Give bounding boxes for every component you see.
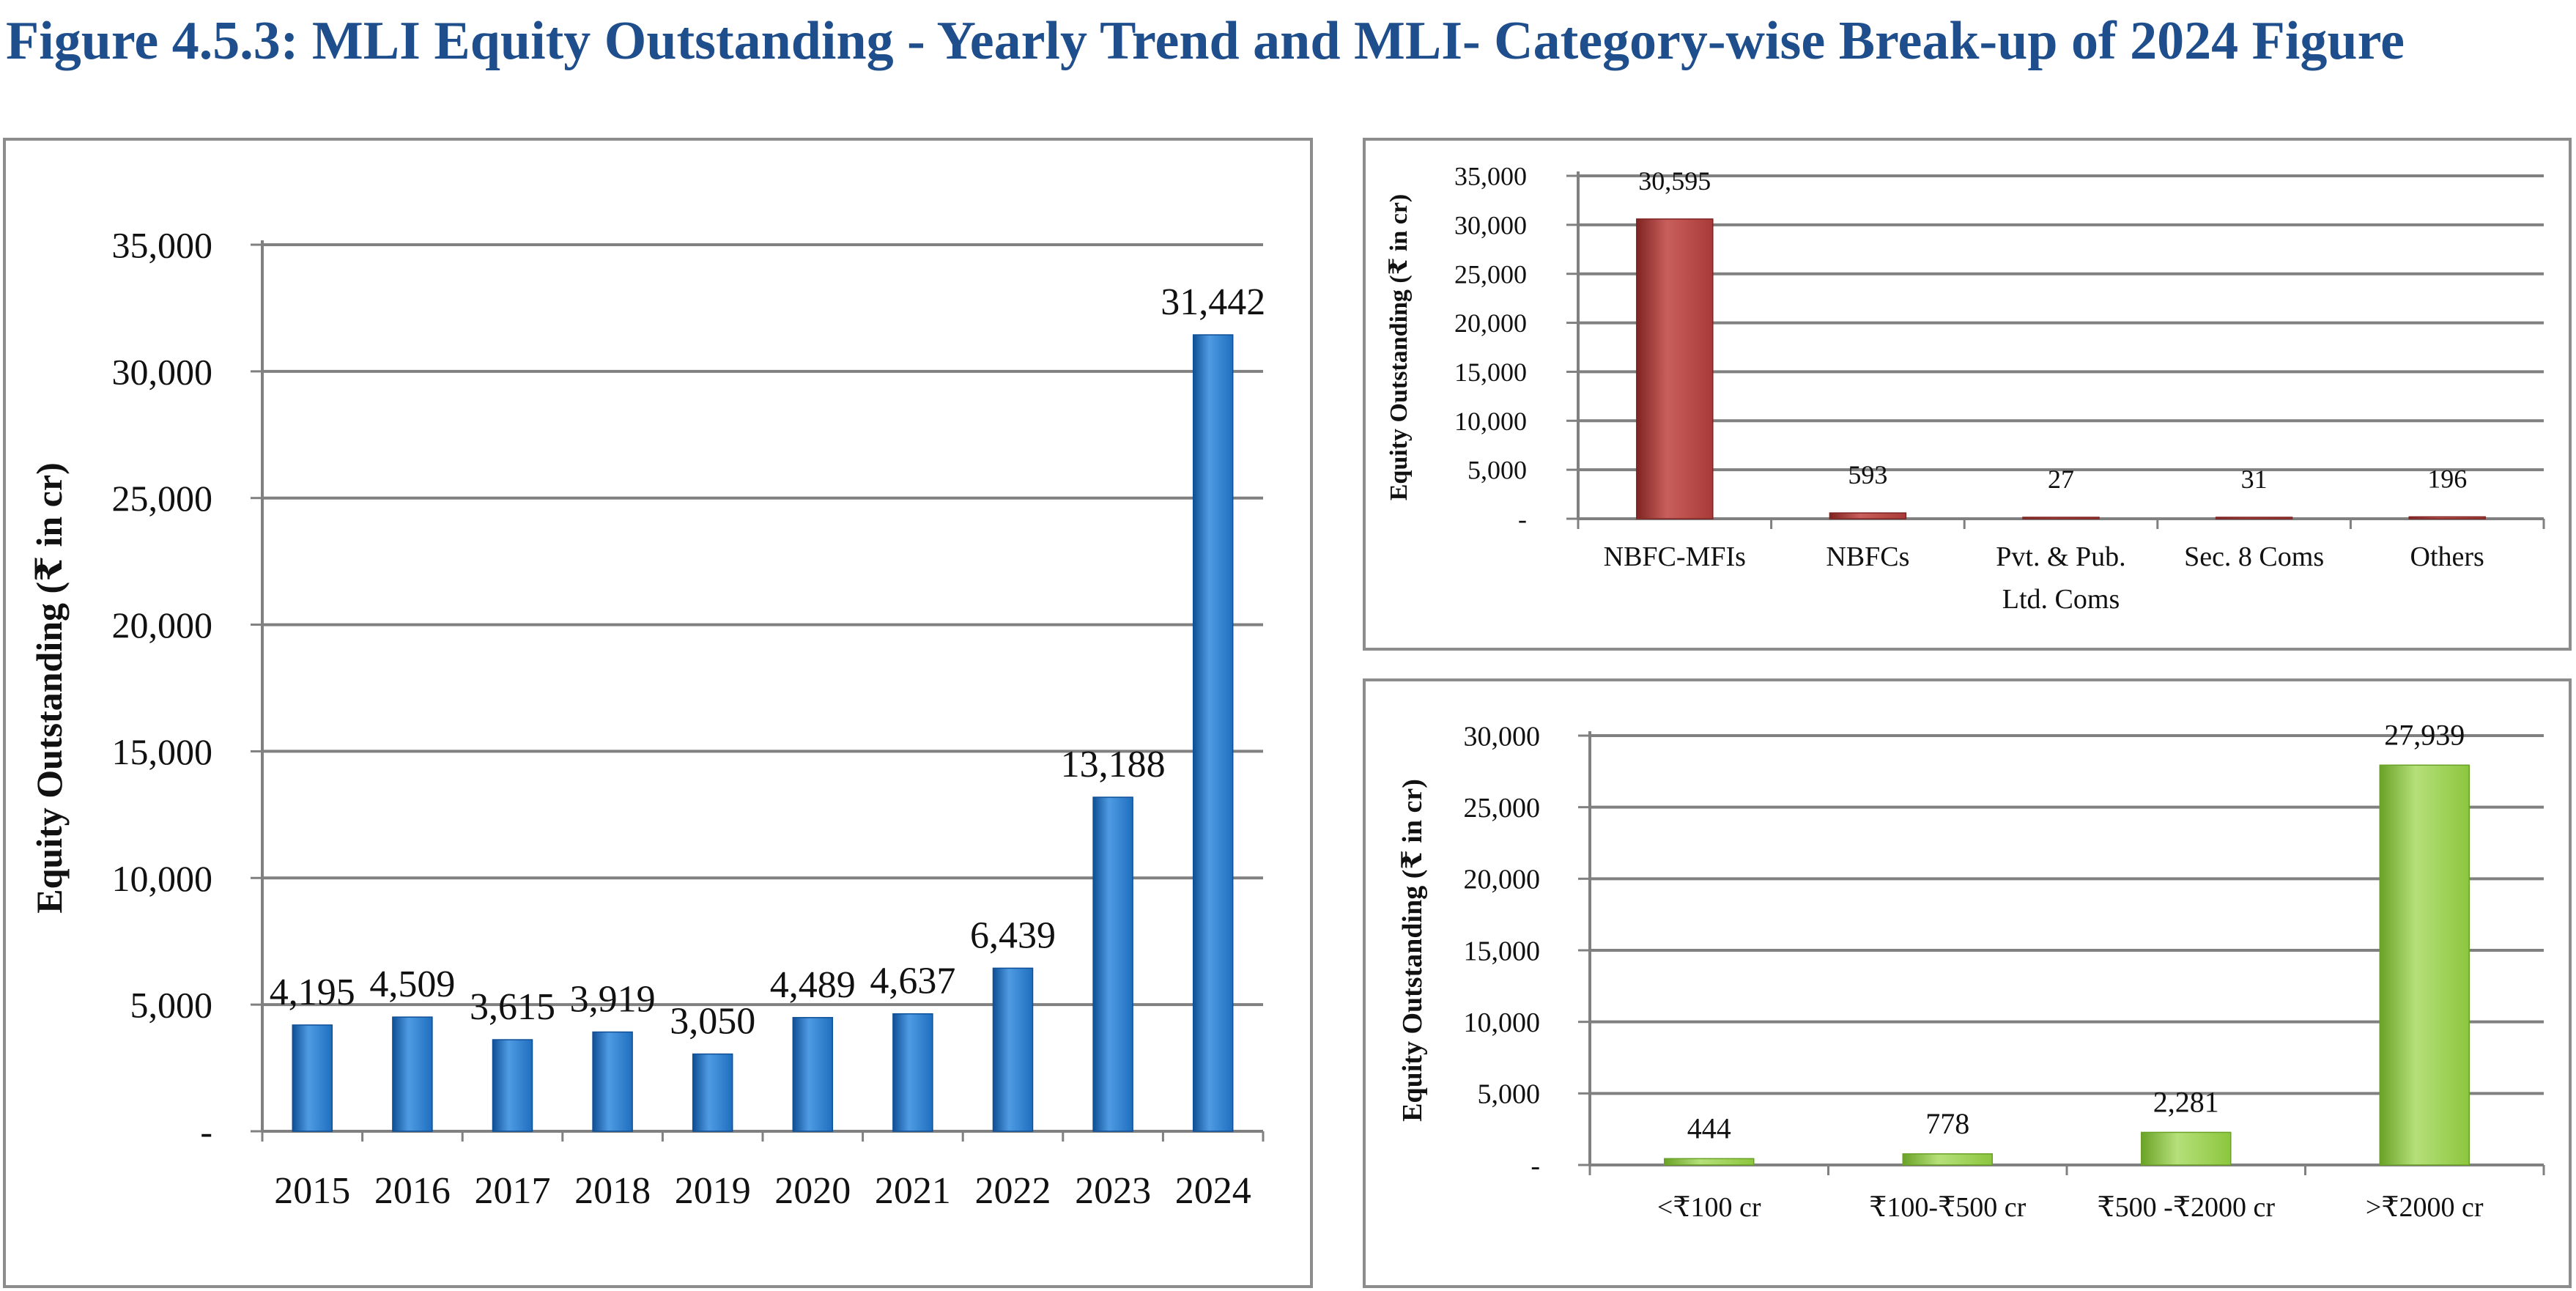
- y-tick-label: 5,000: [1467, 456, 1527, 485]
- data-label: 444: [1687, 1111, 1731, 1144]
- category-label: ₹500 -₹2000 cr: [2097, 1192, 2275, 1223]
- data-label: 2,281: [2153, 1085, 2219, 1118]
- y-tick-label: 30,000: [1454, 210, 1527, 240]
- y-tick-label: 15,000: [112, 731, 213, 772]
- category-label: 2017: [475, 1170, 551, 1212]
- y-tick-label: 5,000: [130, 985, 213, 1026]
- data-label: 3,050: [670, 1001, 755, 1043]
- data-label: 6,439: [970, 914, 1056, 956]
- y-tick-label: 15,000: [1464, 936, 1541, 966]
- data-label: 4,489: [770, 964, 856, 1006]
- y-tick-label: 25,000: [112, 478, 213, 519]
- category-breakup-chart-panel: - 5,000 10,000 15,000 20,000 25,000 30,000 35,0…: [1363, 138, 2572, 651]
- y-tick-label: 20,000: [1464, 865, 1541, 895]
- category-label: 2020: [774, 1170, 851, 1212]
- bar: [1192, 334, 1234, 1132]
- size-breakup-chart: - 5,000 10,000 15,000 20,000 25,000 30,000 444 <…: [1397, 718, 2545, 1223]
- bar: [1664, 1158, 1755, 1166]
- bar: [1092, 796, 1133, 1132]
- data-label: 31: [2241, 465, 2268, 494]
- bar: [1829, 512, 1907, 519]
- y-tick-label: 35,000: [1454, 162, 1527, 191]
- bar: [2022, 517, 2100, 519]
- bar: [292, 1024, 333, 1132]
- y-tick-label: 30,000: [112, 351, 213, 392]
- y-tick-label: 20,000: [112, 604, 213, 646]
- data-label: 3,615: [470, 986, 555, 1028]
- bar: [2408, 516, 2486, 519]
- y-tick-label: 10,000: [112, 858, 213, 899]
- data-label: 4,509: [369, 963, 455, 1005]
- data-label: 4,637: [870, 961, 955, 1002]
- y-tick-label: 5,000: [1478, 1079, 1541, 1110]
- y-tick-label: 35,000: [112, 225, 213, 266]
- data-label: 27,939: [2384, 718, 2465, 751]
- yearly-trend-chart-panel: - 5,000 10,000 15,000 20,000 25,000 30,000 35,0…: [3, 138, 1313, 1288]
- yearly-trend-chart: - 5,000 10,000 15,000 20,000 25,000 30,000 35,0…: [29, 225, 1265, 1213]
- y-tick-label: 15,000: [1454, 358, 1527, 387]
- bar: [2215, 517, 2293, 519]
- data-label: 778: [1925, 1107, 1969, 1140]
- bar: [2379, 764, 2470, 1166]
- category-label: Pvt. & Pub. Ltd. Coms: [1996, 541, 2125, 615]
- data-label: 27: [2048, 465, 2074, 494]
- category-label: 2015: [274, 1170, 350, 1212]
- y-axis-title: Equity Outstanding (₹ in cr): [29, 462, 70, 913]
- category-label: >₹2000 cr: [2366, 1192, 2484, 1223]
- y-tick-label: 25,000: [1464, 793, 1541, 824]
- category-label: 2018: [574, 1170, 651, 1212]
- category-label: 2016: [374, 1170, 451, 1212]
- category-label: NBFC-MFIs: [1604, 541, 1746, 572]
- y-axis-title: Equity Outstanding (₹ in cr): [1397, 779, 1428, 1122]
- data-label: 593: [1848, 460, 1887, 489]
- data-label: 30,595: [1638, 166, 1711, 196]
- bar: [1636, 218, 1714, 519]
- bar: [692, 1053, 733, 1132]
- bar: [592, 1031, 633, 1132]
- y-tick-label: 30,000: [1464, 721, 1541, 752]
- y-tick-label: 25,000: [1454, 259, 1527, 289]
- category-label: <₹100 cr: [1657, 1192, 1761, 1223]
- bar: [892, 1013, 933, 1132]
- category-label: ₹100-₹500 cr: [1869, 1192, 2026, 1223]
- bar: [2141, 1131, 2232, 1166]
- category-label: NBFCs: [1826, 541, 1909, 572]
- bar: [1902, 1153, 1993, 1166]
- y-tick-label: -: [1531, 1150, 1540, 1181]
- category-label: 2021: [875, 1170, 951, 1212]
- size-breakup-chart-panel: - 5,000 10,000 15,000 20,000 25,000 30,000 444 <…: [1363, 678, 2572, 1288]
- figure-title: Figure 4.5.3: MLI Equity Outstanding - Y…: [6, 11, 2405, 71]
- category-label: 2023: [1075, 1170, 1151, 1212]
- data-label: 13,188: [1061, 744, 1166, 785]
- y-tick-label: 20,000: [1454, 308, 1527, 338]
- y-axis-title: Equity Outstanding (₹ in cr): [1385, 194, 1413, 501]
- category-label: Others: [2410, 541, 2484, 572]
- y-tick-label: -: [1518, 505, 1527, 534]
- bar: [392, 1016, 433, 1132]
- data-label: 196: [2427, 464, 2467, 493]
- data-label: 3,919: [570, 979, 656, 1021]
- category-label: 2019: [675, 1170, 751, 1212]
- bar: [992, 967, 1034, 1132]
- y-tick-label: 10,000: [1464, 1007, 1541, 1038]
- data-label: 31,442: [1161, 281, 1265, 323]
- y-tick-label: -: [200, 1111, 212, 1153]
- category-breakup-chart: - 5,000 10,000 15,000 20,000 25,000 30,000 35,0…: [1385, 162, 2545, 615]
- bar: [792, 1017, 834, 1132]
- bar: [492, 1039, 533, 1132]
- y-tick-label: 10,000: [1454, 407, 1527, 436]
- category-label: 2024: [1175, 1170, 1251, 1212]
- data-label: 4,195: [270, 972, 355, 1013]
- category-label: 2022: [975, 1170, 1051, 1212]
- category-label: Sec. 8 Coms: [2184, 541, 2324, 572]
